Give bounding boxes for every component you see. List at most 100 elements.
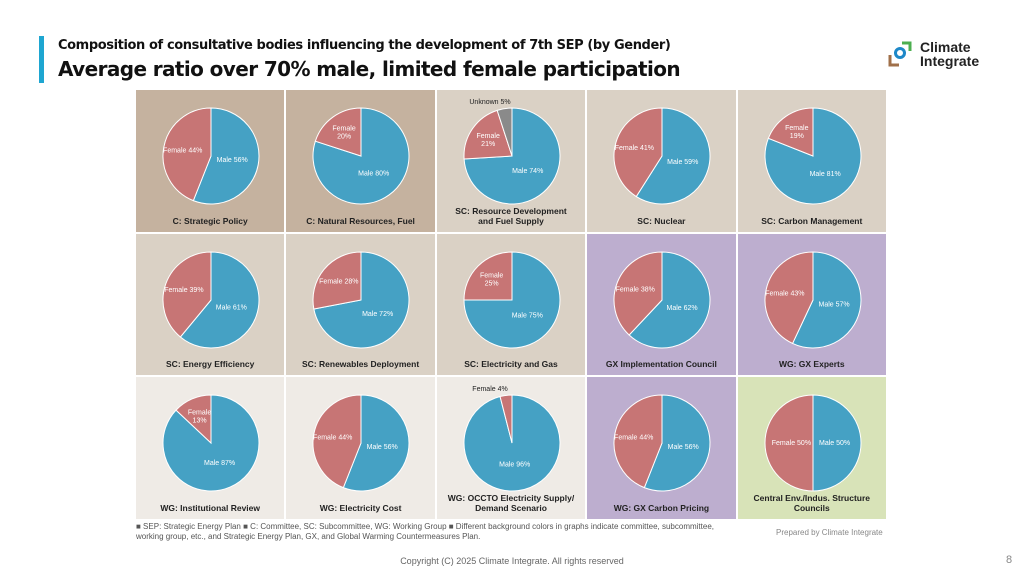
pie-chart: Male 59% Female 41% [613,107,711,205]
pie-chart: Male 62% Female 38% [613,251,711,349]
pie-chart: Male 56% Female 44% [312,394,410,492]
logo-line2: Integrate [920,53,980,69]
page-title: Average ratio over 70% male, limited fem… [58,57,681,81]
pie-slice-female [764,394,814,492]
pie-slice-male [812,394,862,492]
slice-label: Unknown 5% [469,99,510,106]
pie-panel: Male 96% Female 4% WG: OCCTO Electricity S… [436,377,586,519]
pie-slice-female [463,109,513,160]
pie-slice-male [628,251,711,349]
pie-panel: Male 80% Female 20% C: Natural Resources, F… [286,90,435,232]
pie-chart: Male 81% Female 19% [764,107,862,205]
pie-panel: Male 57% Female 43% WG: GX Experts [737,233,886,376]
logo-line1: Climate [920,39,971,55]
pie-title: SC: Carbon Management [761,215,863,226]
pie-slice-male [192,107,260,205]
pie-slice-male [179,251,260,349]
pie-title: SC: Nuclear [637,215,686,226]
slice-label: Female 43% [765,290,804,297]
pie-slice-female [613,107,663,198]
pie-slice-male [635,107,711,205]
copyright: Copyright (C) 2025 Climate Integrate. Al… [400,556,624,566]
pie-chart: Male 74% Female 21% Unknown 5% [463,99,561,205]
logo-icon [888,41,912,67]
slice-label: Male 61% [216,304,247,311]
pie-slice-female [315,107,362,157]
slice-label: Female 19% [785,125,808,140]
accent-bar [39,36,44,83]
pie-title: WG: OCCTO Electricity Supply/ Demand Sce… [447,493,575,513]
slice-label: Male 57% [818,301,849,308]
slice-label: Male 72% [362,310,393,317]
pie-chart: Male 75% Female 25% [463,251,561,349]
pie-chart: Male 87% Female 13% [162,394,260,492]
slice-label: Male 56% [668,444,699,451]
slice-label: Female 20% [333,126,356,141]
pie-title: Central Env./Indus. Structure Councils [753,493,871,513]
climate-integrate-logo: Climate Integrate [888,40,979,68]
slice-label: Female 38% [616,286,655,293]
pie-title: SC: Electricity and Gas [464,359,558,370]
pie-chart: Male 56% Female 44% [162,107,260,205]
slice-label: Male 81% [809,171,840,178]
pie-slice-male [463,251,561,349]
pie-panel: Male 56% Female 44% WG: Electricity Cost [286,377,435,519]
pie-slice-male [643,394,711,492]
pie-title: GX Implementation Council [605,359,717,370]
page-subtitle: Composition of consultative bodies influ… [58,38,671,53]
pie-slice-female [764,251,814,344]
slice-label: Female 44% [313,435,352,442]
pie-slice-female [613,394,663,489]
pie-slice-unknown [496,107,513,157]
pie-chart: Male 96% Female 4% [463,386,561,492]
slice-label: Male 59% [667,159,698,166]
slice-label: Female 44% [163,148,202,155]
pie-slice-female [175,394,212,445]
pie-panel: Male 59% Female 41% SC: Nuclear [587,90,736,232]
pie-chart: Male 61% Female 39% [162,251,260,349]
footnote: ■ SEP: Strategic Energy Plan ■ C: Commit… [136,522,714,541]
pie-panel: Male 56% Female 44% WG: GX Carbon Pricing [587,377,736,519]
pie-panel: Male 87% Female 13% WG: Institutional Revie… [136,377,285,519]
pie-chart: Male 56% Female 44% [613,394,711,492]
slice-label: Female 50% [771,440,810,447]
prepared-by: Prepared by Climate Integrate [776,528,883,537]
pie-panel: Male 62% Female 38% GX Implementation Coun… [587,233,736,376]
slice-label: Female 41% [615,145,654,152]
pie-slice-female [613,251,663,336]
pie-slice-female [499,394,513,444]
slice-label: Male 87% [204,460,235,467]
pie-title: SC: Energy Efficiency [166,359,255,370]
slice-label: Female 25% [480,272,503,287]
slice-label: Male 56% [217,157,248,164]
pie-slice-female [767,107,814,157]
slice-label: Male 96% [499,462,530,469]
pie-title: WG: Institutional Review [160,503,261,513]
pie-slice-female [463,251,513,301]
page-number: 8 [1006,554,1013,566]
slice-label: Female 44% [614,435,653,442]
slice-label: Male 74% [512,168,543,175]
pie-chart: Male 50% Female 50% [764,394,862,492]
pie-slice-male [343,394,410,492]
pie-title: WG: Electricity Cost [319,503,402,513]
slice-label: Male 75% [512,312,543,319]
slice-label: Female 21% [476,133,499,148]
pie-panel: Male 61% Female 39% SC: Energy Efficiency [136,233,285,376]
pie-panel: Male 72% Female 28% SC: Renewables Deploym… [286,233,435,376]
pie-title: WG: GX Experts [778,359,845,370]
slice-label: Male 50% [819,440,850,447]
slice-label: Male 56% [367,444,398,451]
slice-label: Male 62% [667,305,698,312]
pie-panel: Male 81% Female 19% SC: Carbon Management [737,90,886,232]
pie-title: C: Natural Resources, Fuel [306,215,415,226]
pie-chart: Male 57% Female 43% [764,251,862,349]
pie-slice-female [162,107,212,202]
pie-slice-male [791,251,862,349]
pie-slice-female [312,394,362,489]
pie-title: SC: Renewables Deployment [302,359,420,370]
pie-title: WG: GX Carbon Pricing [613,503,710,513]
pie-chart: Male 80% Female 20% [312,107,410,205]
pie-chart-grid: Male 56% Female 44% C: Strategic Policy Mal… [136,90,886,519]
pie-slice-female [162,251,212,338]
